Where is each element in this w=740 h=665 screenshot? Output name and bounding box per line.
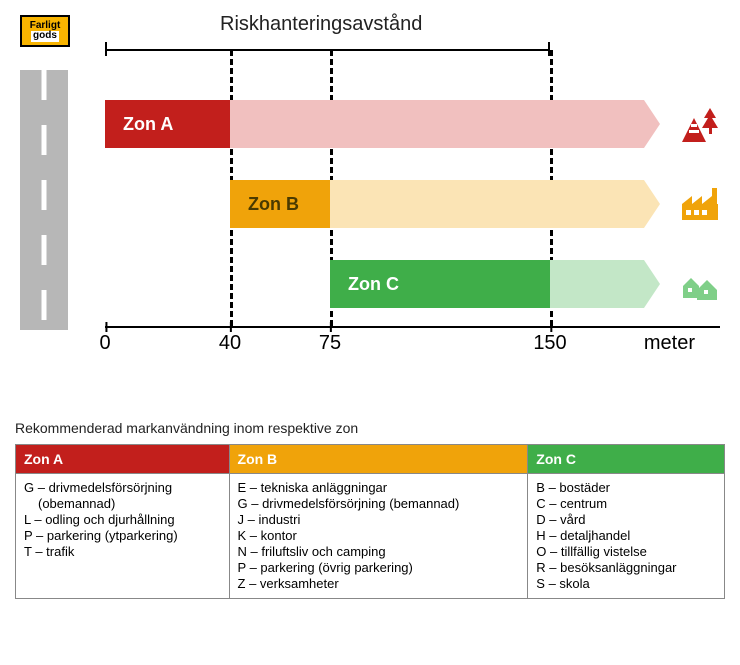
zone-table: Zon AZon BZon C G – drivmedelsförsörjnin… — [15, 444, 725, 599]
risk-zone-diagram: Farligt gods Riskhanteringsavstånd Zon A… — [10, 10, 730, 360]
zone-bar-B: Zon B — [230, 180, 660, 228]
zone-icon-A — [680, 104, 720, 144]
col-body-A: G – drivmedelsförsörjning(obemannad)L – … — [16, 474, 230, 599]
zone-bar-C: Zon C — [330, 260, 660, 308]
zone-label-A: Zon A — [105, 100, 230, 148]
zone-icon-C — [680, 264, 720, 304]
table-row: T – trafik — [24, 544, 221, 559]
table-row: C – centrum — [536, 496, 716, 511]
diagram-title: Riskhanteringsavstånd — [220, 13, 422, 36]
axis-unit: meter — [644, 332, 695, 355]
table-row: R – besöksanläggningar — [536, 560, 716, 575]
tick-150: 150 — [533, 332, 566, 355]
table-row: G – drivmedelsförsörjning — [24, 480, 221, 495]
col-header-B: Zon B — [229, 445, 528, 474]
col-body-B: E – tekniska anläggningarG – drivmedelsf… — [229, 474, 528, 599]
hazard-sign: Farligt gods — [20, 15, 70, 47]
road-icon — [20, 70, 68, 330]
table-row: L – odling och djurhållning — [24, 512, 221, 527]
table-row: P – parkering (ytparkering) — [24, 528, 221, 543]
tick-75: 75 — [319, 332, 341, 355]
table-row: N – friluftsliv och camping — [238, 544, 520, 559]
table-row: J – industri — [238, 512, 520, 527]
sign-line2: gods — [31, 31, 59, 42]
table-caption: Rekommenderad markanvändning inom respek… — [15, 420, 730, 436]
table-row: S – skola — [536, 576, 716, 591]
table-row: O – tillfällig vistelse — [536, 544, 716, 559]
zone-fade-C — [550, 260, 660, 308]
zone-label-B: Zon B — [230, 180, 330, 228]
table-row: D – vård — [536, 512, 716, 527]
x-axis — [105, 326, 720, 328]
table-row: G – drivmedelsförsörjning (bemannad) — [238, 496, 520, 511]
tick-40: 40 — [219, 332, 241, 355]
table-row: B – bostäder — [536, 480, 716, 495]
table-row: (obemannad) — [24, 496, 221, 511]
zone-fade-A — [230, 100, 660, 148]
col-header-A: Zon A — [16, 445, 230, 474]
table-row: E – tekniska anläggningar — [238, 480, 520, 495]
tick-0: 0 — [99, 332, 110, 355]
col-header-C: Zon C — [528, 445, 725, 474]
zone-label-C: Zon C — [330, 260, 550, 308]
table-row: Z – verksamheter — [238, 576, 520, 591]
table-row: H – detaljhandel — [536, 528, 716, 543]
distance-bracket — [105, 42, 550, 56]
zone-fade-B — [330, 180, 660, 228]
table-row: P – parkering (övrig parkering) — [238, 560, 520, 575]
zone-icon-B — [680, 184, 720, 224]
col-body-C: B – bostäderC – centrumD – vårdH – detal… — [528, 474, 725, 599]
zone-bar-A: Zon A — [105, 100, 660, 148]
table-row: K – kontor — [238, 528, 520, 543]
